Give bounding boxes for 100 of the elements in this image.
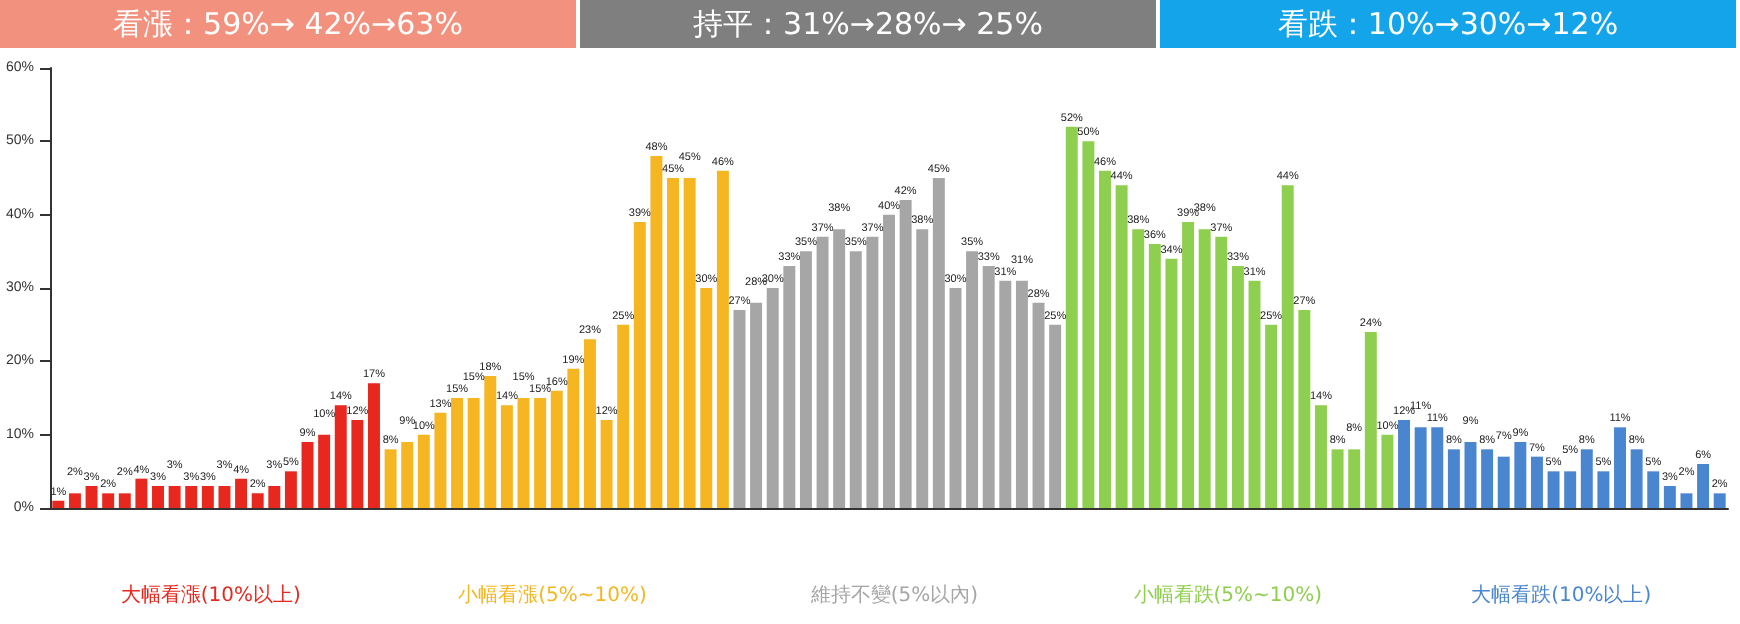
bar [1614, 427, 1626, 508]
bar [334, 405, 347, 508]
bar [1414, 427, 1427, 508]
bar [1564, 471, 1577, 508]
bar [417, 434, 430, 508]
bar [251, 493, 264, 508]
text: 看漲：59%→ 42%→63% [113, 6, 463, 42]
bar [1198, 229, 1211, 508]
bar [434, 412, 447, 508]
bar [966, 251, 979, 508]
bar [683, 178, 696, 508]
bar [1331, 449, 1344, 508]
bar [866, 236, 879, 508]
bar [550, 390, 563, 508]
bar [1630, 449, 1643, 508]
bar [1464, 442, 1477, 508]
bar [999, 280, 1012, 508]
bar [600, 420, 613, 508]
bar [235, 478, 248, 508]
bar [1481, 449, 1494, 508]
bar [1647, 471, 1660, 508]
bar [1049, 324, 1062, 508]
bar [700, 288, 713, 508]
bar [484, 376, 497, 508]
bar [932, 178, 945, 508]
bar [1215, 236, 1228, 508]
bar [102, 493, 115, 508]
bar [368, 383, 380, 508]
bar [218, 486, 231, 508]
bar [1530, 456, 1543, 508]
bar [916, 229, 929, 508]
bar [1281, 185, 1294, 508]
text: 小幅看跌(5%~10%) [1133, 583, 1323, 607]
bar [1231, 266, 1244, 508]
bar [1348, 449, 1361, 508]
bar [301, 442, 314, 508]
bar [1697, 464, 1710, 508]
bar [567, 368, 580, 508]
bar [1663, 486, 1676, 508]
bar [467, 398, 480, 508]
bar [52, 500, 65, 508]
bar [318, 434, 331, 508]
bar [1514, 442, 1527, 508]
text: 小幅看漲(5%~10%) [458, 583, 647, 607]
bar [766, 288, 779, 508]
bar [899, 200, 912, 508]
bar [517, 398, 530, 508]
bar [849, 251, 862, 508]
bar [534, 398, 547, 508]
bar [716, 170, 729, 508]
bar [1165, 258, 1178, 508]
bar [1580, 449, 1593, 508]
bar [185, 486, 198, 508]
bar [1447, 449, 1460, 508]
bar [617, 324, 630, 508]
bar [268, 486, 281, 508]
bar [1248, 280, 1261, 508]
text: 大幅看漲(10%以上) [120, 583, 301, 607]
text: 持平：31%→28%→ 25% [693, 6, 1043, 42]
bar [1099, 170, 1111, 508]
bar [1082, 141, 1095, 508]
bar [1547, 471, 1560, 508]
bar [1065, 126, 1078, 508]
bar [1115, 185, 1128, 508]
bar [883, 214, 895, 508]
bar [1314, 405, 1327, 508]
bar [1364, 332, 1377, 508]
bar [1182, 222, 1195, 508]
bar [816, 236, 829, 508]
bar [1032, 302, 1045, 508]
bar [1015, 280, 1028, 508]
bar [667, 178, 680, 508]
bar [949, 288, 962, 508]
bar [733, 310, 746, 508]
bar [750, 302, 763, 508]
bar [1381, 434, 1394, 508]
text: 大幅看跌(10%以上) [1471, 583, 1652, 607]
bar [1132, 229, 1145, 508]
bar [1713, 493, 1726, 508]
bar [650, 156, 663, 508]
bar [583, 339, 596, 508]
bar [1431, 427, 1444, 508]
bar [1298, 310, 1311, 508]
bar [168, 486, 181, 508]
bar [68, 493, 81, 508]
bar [201, 486, 214, 508]
bar [783, 266, 796, 508]
bar [1398, 420, 1411, 508]
bar [1680, 493, 1693, 508]
bar [633, 222, 646, 508]
bar [1497, 456, 1510, 508]
text: 維持不變(5%以內) [808, 583, 979, 607]
bar [351, 420, 364, 508]
bar [118, 493, 131, 508]
bar [982, 266, 995, 508]
bar [799, 251, 812, 508]
text: 看跌：10%→30%→12% [1277, 6, 1619, 42]
bar [152, 486, 164, 508]
bar [1148, 244, 1161, 508]
bar [833, 229, 846, 508]
